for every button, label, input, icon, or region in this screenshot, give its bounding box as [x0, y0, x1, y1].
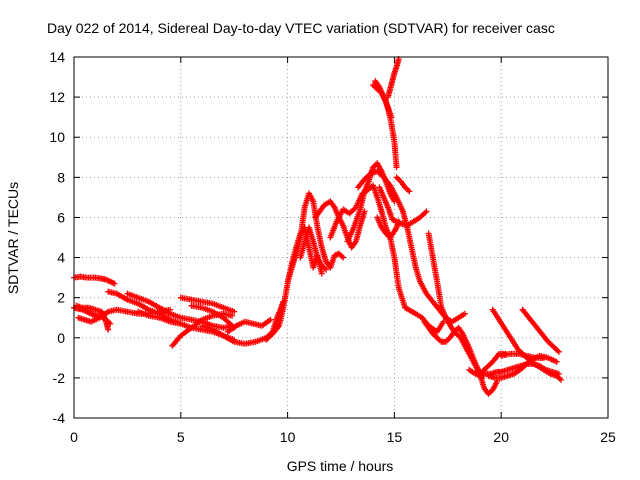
- y-tick-label: 0: [57, 330, 65, 346]
- series-track-c: [73, 302, 112, 333]
- y-tick-label: 8: [57, 169, 65, 185]
- y-tick-label: 10: [49, 129, 65, 145]
- data-point: [111, 280, 118, 287]
- data-point: [461, 310, 468, 317]
- series-track-ag: [498, 350, 547, 361]
- data-point: [323, 266, 330, 273]
- y-tick-label: 14: [49, 49, 65, 65]
- y-tick-label: -2: [53, 370, 66, 386]
- x-axis-label: GPS time / hours: [287, 458, 394, 474]
- series-track-l: [224, 316, 274, 335]
- data-point: [340, 254, 347, 261]
- data-point: [105, 326, 112, 333]
- series-track-ae: [519, 306, 562, 355]
- x-tick-label: 15: [387, 429, 403, 445]
- data-point: [274, 324, 281, 331]
- data-point: [231, 308, 238, 315]
- data-point: [540, 354, 547, 361]
- series-track-z: [421, 318, 485, 381]
- data-point: [386, 181, 393, 188]
- x-tick-label: 20: [493, 429, 509, 445]
- y-tick-label: 12: [49, 89, 65, 105]
- y-tick-label: 6: [57, 209, 65, 225]
- series-track-n: [284, 190, 347, 285]
- data-point: [423, 208, 430, 215]
- data-points: [71, 56, 565, 397]
- data-point: [422, 209, 429, 216]
- y-tick-label: 4: [57, 250, 65, 266]
- series-track-f: [124, 290, 236, 331]
- axis-ticks: 0 5 10 15 20 25 -4 -2 0 2 4 6 8 10 12 14: [49, 49, 616, 445]
- data-point: [267, 316, 274, 323]
- data-point: [392, 225, 399, 232]
- data-point: [393, 164, 400, 171]
- series-track-u: [374, 214, 402, 241]
- data-point: [388, 114, 395, 121]
- data-point: [318, 270, 325, 277]
- series-track-x: [384, 56, 402, 101]
- data-point: [406, 188, 413, 195]
- series-track-i: [177, 294, 238, 315]
- y-tick-label: -4: [53, 410, 66, 426]
- plot-frame: [73, 56, 609, 419]
- series-track-o: [297, 224, 330, 273]
- x-tick-label: 5: [177, 429, 185, 445]
- x-tick-label: 25: [600, 429, 616, 445]
- x-tick-label: 10: [280, 429, 296, 445]
- series-track-aa: [425, 230, 500, 397]
- y-tick-label: 2: [57, 290, 65, 306]
- chart-title: Day 022 of 2014, Sidereal Day-to-day VTE…: [47, 20, 555, 36]
- series-track-w: [372, 78, 395, 121]
- data-point: [553, 358, 560, 365]
- data-point: [555, 348, 562, 355]
- data-point: [558, 376, 565, 383]
- y-axis-label: SDTVAR / TECUs: [5, 182, 21, 294]
- series-track-s: [355, 168, 468, 325]
- grid-lines: [74, 57, 608, 418]
- series-track-h: [169, 310, 236, 349]
- series-track-y: [393, 174, 413, 195]
- series-track-a: [71, 273, 118, 287]
- data-point: [395, 218, 402, 225]
- series-track-t: [376, 184, 430, 229]
- x-tick-label: 0: [70, 429, 78, 445]
